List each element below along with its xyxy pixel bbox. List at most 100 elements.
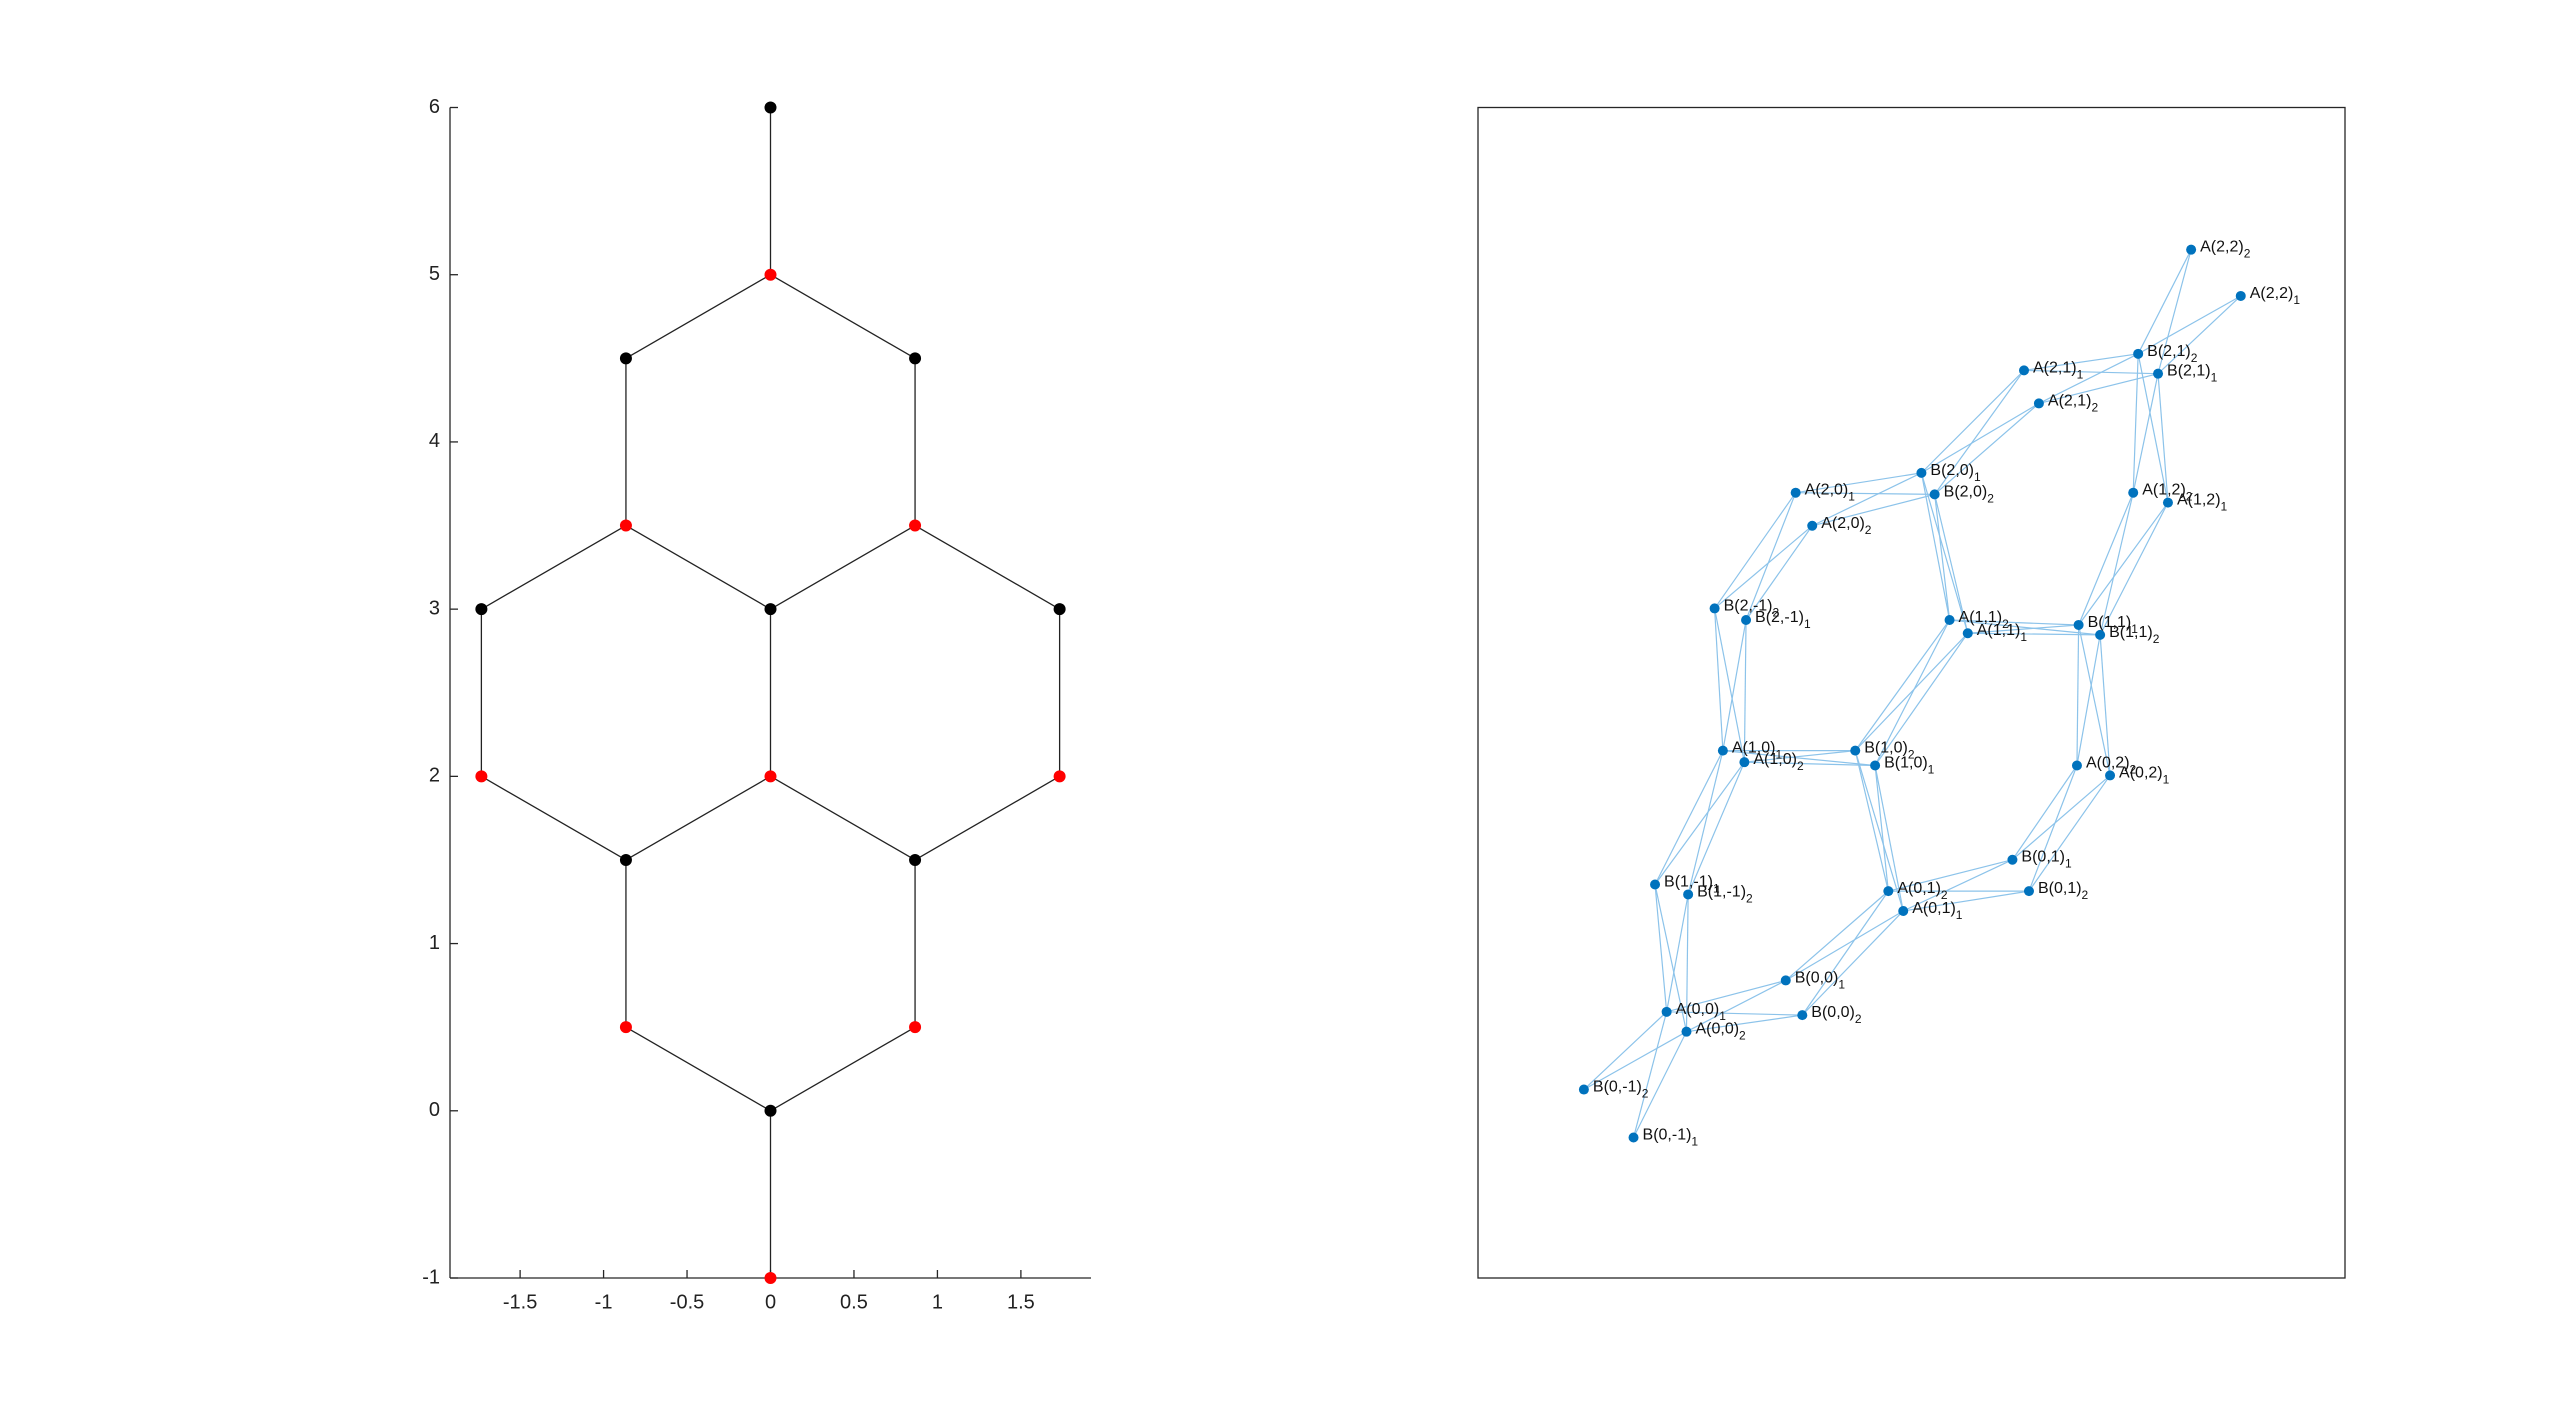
node-label: A(0,0)1 — [1676, 1001, 1727, 1023]
node-label: A(2,1)2 — [2048, 393, 2099, 415]
node — [1962, 628, 1973, 639]
node — [619, 519, 632, 532]
node — [2235, 290, 2246, 301]
node — [2095, 629, 2106, 640]
edge — [1903, 890, 2030, 912]
edge — [2099, 502, 2169, 636]
node-label-subscript: 1 — [2020, 630, 2027, 644]
node-label: A(1,0)2 — [1753, 751, 1804, 773]
node — [1807, 520, 1818, 531]
node — [1929, 489, 1940, 500]
node-label-subscript: 1 — [2065, 857, 2072, 871]
node-label-text: B(2,-1) — [1724, 598, 1773, 615]
edge — [1654, 750, 1724, 885]
node-label: A(0,2)1 — [2119, 765, 2170, 787]
edge — [914, 524, 1060, 610]
x-tick-label: -0.5 — [670, 1291, 704, 1313]
node-label-text: A(2,2) — [2200, 239, 2244, 256]
node — [2186, 244, 2197, 255]
node-label-text: B(0,0) — [1795, 970, 1839, 987]
node — [1661, 1006, 1672, 1017]
node-label: B(0,0)2 — [1811, 1004, 1862, 1026]
node-label: B(1,-1)1 — [1664, 874, 1720, 896]
edge — [2076, 624, 2080, 766]
node — [2162, 497, 2173, 508]
edge — [2157, 249, 2192, 374]
y-tick-label: 1 — [429, 932, 440, 954]
node-label-text: B(2,1) — [2147, 343, 2191, 360]
node — [1870, 760, 1881, 771]
node — [1683, 889, 1694, 900]
node-label-subscript: 2 — [1746, 892, 1753, 906]
edge — [770, 1026, 916, 1112]
node-label-text: A(0,1) — [1912, 900, 1956, 917]
node-label: A(1,1)2 — [1959, 609, 2010, 631]
node-label-text: A(0,0) — [1695, 1021, 1739, 1038]
node — [764, 603, 777, 616]
node — [1780, 975, 1791, 986]
edge — [1874, 619, 1951, 766]
node — [764, 268, 777, 281]
node-label: A(2,2)2 — [2200, 239, 2251, 261]
node — [2133, 348, 2144, 359]
edge — [1714, 525, 1813, 609]
edge — [1744, 761, 1876, 767]
edge — [1714, 608, 1745, 763]
edge — [1666, 894, 1689, 1012]
node-label-subscript: 1 — [2221, 500, 2228, 514]
node-label-text: B(2,0) — [1944, 484, 1988, 501]
node — [2019, 365, 2030, 376]
x-tick-label: 1 — [932, 1291, 943, 1313]
node-label: B(0,-1)2 — [1593, 1079, 1649, 1101]
node-label-subscript: 2 — [1642, 1087, 1649, 1101]
x-tick-label: -1 — [595, 1291, 613, 1313]
node — [2023, 886, 2034, 897]
node-label: A(1,1)1 — [1977, 622, 2028, 644]
edge — [1949, 619, 2079, 626]
y-tick-label: 6 — [429, 96, 440, 118]
edge — [1654, 884, 1668, 1012]
node — [909, 1021, 922, 1034]
node-label-text: A(2,1) — [2048, 393, 2092, 410]
edge — [1874, 765, 1889, 892]
node-label-subscript: 2 — [1865, 523, 1872, 537]
edge — [1801, 890, 1889, 1016]
node — [1883, 886, 1894, 897]
edge — [2099, 492, 2134, 636]
edge — [2132, 373, 2159, 493]
edge — [625, 775, 771, 861]
node-label: B(0,0)1 — [1795, 970, 1846, 992]
y-tick-label: -1 — [422, 1266, 440, 1288]
node — [1053, 603, 1066, 616]
node-label-text: B(0,1) — [2021, 849, 2065, 866]
node-label-text: B(2,0) — [1930, 462, 1974, 479]
node — [909, 352, 922, 365]
node-label-text: A(2,1) — [2033, 360, 2077, 377]
node — [1797, 1010, 1808, 1021]
node — [2128, 487, 2139, 498]
node — [1741, 615, 1752, 626]
node — [2033, 398, 2044, 409]
node-label: B(1,0)1 — [1884, 755, 1935, 777]
node-label-subscript: 1 — [2131, 622, 2138, 636]
node-label: A(2,0)1 — [1805, 482, 1856, 504]
node-label-text: B(1,0) — [1864, 740, 1908, 757]
y-tick-label: 5 — [429, 263, 440, 285]
edge — [914, 775, 1060, 861]
node-label: B(0,1)1 — [2021, 849, 2072, 871]
node — [909, 519, 922, 532]
node — [909, 853, 922, 866]
edge — [1854, 619, 1951, 751]
node-label-subscript: 1 — [1838, 978, 1845, 992]
node-label-subscript: 2 — [1987, 492, 1994, 506]
edge — [1795, 472, 1922, 494]
node-label-subscript: 2 — [1739, 1029, 1746, 1043]
edge — [2157, 373, 2169, 503]
x-tick-label: 0 — [765, 1291, 776, 1313]
node — [764, 1272, 777, 1284]
node-label-subscript: 1 — [1928, 763, 1935, 777]
node-label: A(2,0)2 — [1821, 515, 1872, 537]
node — [1944, 615, 1955, 626]
y-tick-label: 4 — [429, 430, 440, 452]
node-label: A(1,2)2 — [2142, 482, 2193, 504]
